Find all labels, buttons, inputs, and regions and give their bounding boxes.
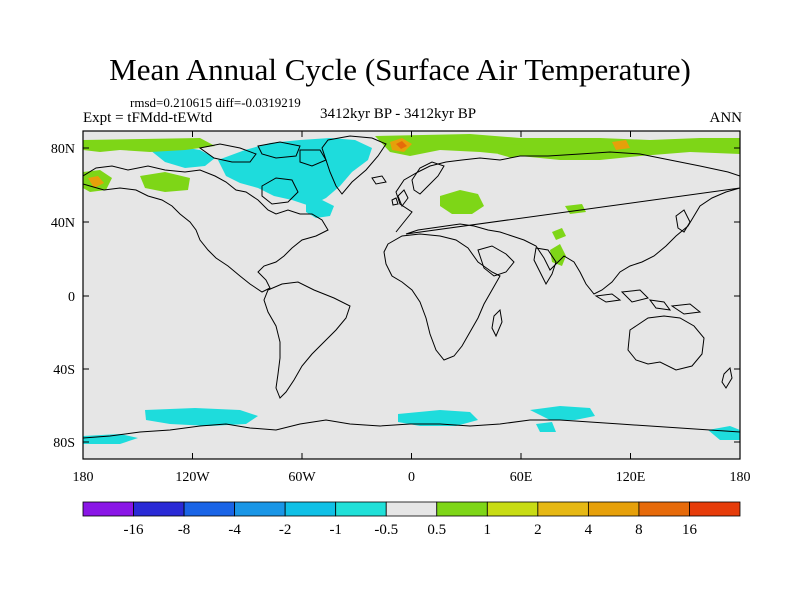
anomaly-cool-north-america [218,138,372,206]
coast-africa [383,233,501,361]
anomaly-warm-spot-east [612,140,630,150]
colorbar-label: 2 [534,522,542,538]
lon-label: 60W [288,470,316,485]
colorbar-swatch [234,501,286,517]
anomaly-warm-arctic-west [83,138,215,152]
coast-scandinavia [411,161,445,195]
anomaly-hot-spot-svalbard [396,141,407,149]
coast-south-america [263,281,351,399]
anomaly-cool-labrador [306,200,334,218]
colorbar-swatch [183,501,236,517]
period-label: 3412kyr BP - 3412kyr BP [320,106,477,122]
anomaly-warm-tibet [552,228,566,240]
anomaly-warm-siberia-west [498,144,528,158]
anomaly-warm-kazakhstan [440,190,484,214]
coast-australia [627,315,705,371]
lon-label: 120W [175,470,210,485]
lat-label: 40N [51,216,75,231]
anomaly-cool-ross-sea [708,426,740,440]
colorbar-label: 0.5 [427,522,446,538]
anomaly-fields [83,134,740,444]
lon-label: 0 [408,470,415,485]
latitude-labels: 80N 40N 0 40S 80S [51,142,75,451]
anomaly-warm-alaska-core [88,176,104,188]
coast-north-america [83,165,329,293]
anomaly-cool-south-indian-2 [536,422,556,432]
lon-label: 60E [510,470,533,485]
colorbar-swatch [335,501,387,517]
anomaly-warm-canada [140,172,190,192]
colorbar-label: -0.5 [374,522,398,538]
colorbar-label: 8 [635,522,643,538]
lat-label: 80S [53,436,75,451]
colorbar [82,501,741,517]
anomaly-warm-india [550,244,566,266]
rmsd-value: 0.210615 [163,95,213,110]
colorbar-swatch [82,501,134,517]
lat-label: 40S [53,363,75,378]
map-background [83,131,740,459]
colorbar-label: -2 [279,522,292,538]
colorbar-swatch [537,501,589,517]
colorbar-swatch [689,501,741,517]
coast-hudson-bay [261,177,299,205]
colorbar-swatch [638,501,690,517]
lon-label: 180 [73,470,94,485]
coast-british-isles [391,189,409,208]
colorbar-swatch [436,501,488,517]
lon-label: 180 [730,470,751,485]
coast-arctic-islands [198,141,327,167]
coast-iceland [371,175,387,185]
coast-arabia [477,245,515,277]
season-label: ANN [709,110,743,126]
colorbar-swatch [133,501,185,517]
colorbar-swatch [486,501,539,517]
colorbar-label: 16 [682,522,698,538]
coast-greenland [321,135,387,195]
map-title: Mean Annual Cycle (Surface Air Temperatu… [109,52,691,87]
colorbar-swatch [587,501,640,517]
stats-line: rmsd=0.210615 diff=-0.0319219 [130,95,301,111]
anomaly-cool-south-pacific [145,408,258,426]
coast-indonesia [594,289,702,315]
diff-value: -0.0319219 [241,95,301,110]
colorbar-label: -16 [124,522,144,538]
coast-japan [675,209,691,233]
colorbar-labels: -16 -8 -4 -2 -1 -0.5 0.5 1 2 4 8 16 [124,522,698,538]
longitude-labels: 180 120W 60W 0 60E 120E 180 [73,470,751,485]
diff-label: diff= [215,95,242,110]
coast-india [533,247,557,286]
rmsd-label: rmsd= [130,95,164,110]
coast-antarctica [83,419,740,439]
colorbar-label: -1 [329,522,342,538]
coastlines [83,135,740,439]
anomaly-cool-south-atlantic [398,410,478,426]
colorbar-swatch [284,501,337,517]
lat-label: 80N [51,142,75,157]
colorbar-label: 4 [585,522,593,538]
colorbar-label: -4 [228,522,241,538]
experiment-label: Expt = tFMdd-tEWtd [83,110,213,126]
coast-madagascar [491,308,503,338]
anomaly-cool-arctic-canada [150,146,215,168]
colorbar-label: 1 [484,522,492,538]
axis-ticks [82,131,741,459]
anomaly-cool-south-indian [530,406,595,420]
anomaly-warm-arctic-east [375,134,740,160]
colorbar-label: -8 [178,522,191,538]
coast-new-zealand [721,366,733,389]
lon-label: 120E [616,470,646,485]
lat-label: 0 [68,290,75,305]
colorbar-swatch [385,501,438,517]
